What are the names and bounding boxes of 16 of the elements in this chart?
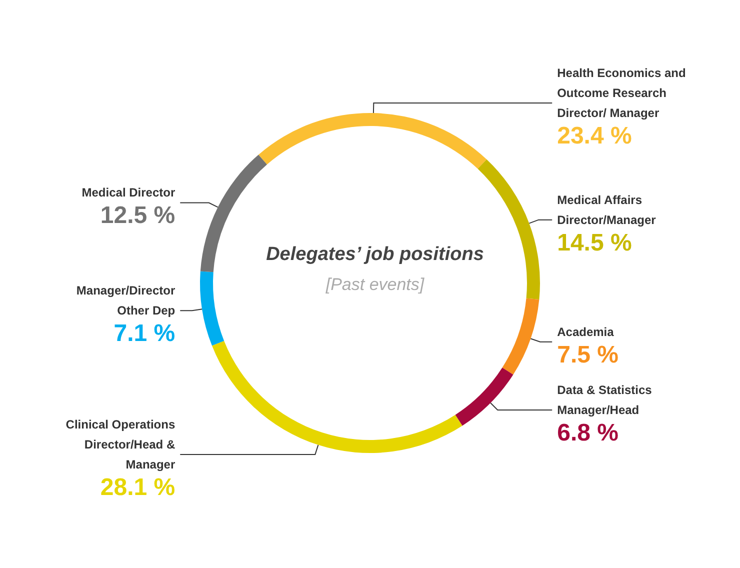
slice-label: Data & Statistics Manager/Head bbox=[557, 382, 652, 417]
slice-label: Medical Director bbox=[82, 186, 176, 200]
data-label: 6.8 % bbox=[557, 419, 618, 446]
data-label: 12.5 % bbox=[100, 202, 176, 230]
data-label: 23.4 % bbox=[557, 122, 632, 150]
text: Delegates’ job positions bbox=[266, 244, 484, 265]
slice-label: Academia bbox=[557, 324, 614, 339]
slice-label: Medical Affairs Director/Manager bbox=[557, 192, 656, 227]
text: [Past events] bbox=[324, 275, 426, 294]
slice-label: Clinical Operations Director/Head & Manager bbox=[66, 417, 176, 472]
slice-label: Manager/Director Other Dep bbox=[76, 284, 176, 318]
slice-label: Health Economics and Outcome Research Director/ Manager bbox=[557, 66, 686, 120]
data-label: 14.5 % bbox=[557, 229, 632, 256]
data-label: 7.5 % bbox=[557, 341, 618, 368]
data-label: 28.1 % bbox=[100, 474, 176, 501]
data-label: 7.1 % bbox=[114, 320, 176, 348]
